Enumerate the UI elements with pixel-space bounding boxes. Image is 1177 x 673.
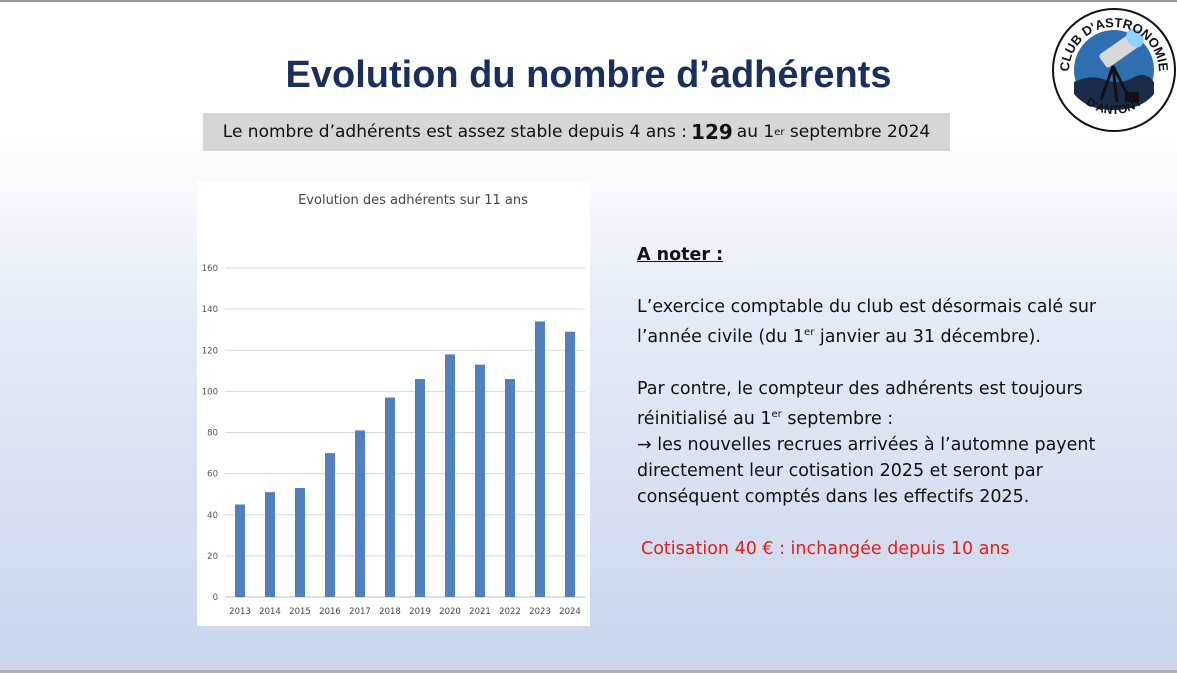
bar-2020 — [445, 354, 455, 597]
svg-text:D'ANTONY: D'ANTONY — [1084, 95, 1145, 118]
bar-2021 — [475, 364, 485, 597]
bar-2014 — [265, 492, 275, 597]
bar-2023 — [535, 321, 545, 597]
x-tick-label: 2022 — [499, 607, 521, 617]
logo-text-bottom: D'ANTONY — [1084, 95, 1145, 118]
notes-p1-sup: er — [804, 327, 815, 338]
bar-2018 — [385, 397, 395, 597]
y-tick-label: 20 — [207, 552, 218, 562]
members-bar-chart: Evolution des adhérents sur 11 ans 0 20 40… — [202, 193, 585, 617]
x-tick-label: 2016 — [319, 607, 341, 617]
notes-p2-c: les nouvelles recrues arrivées à l’autom… — [637, 434, 1096, 507]
subtitle-highlight-count: 129 — [691, 120, 733, 144]
notes-p1-b: janvier au 31 décembre). — [819, 326, 1041, 347]
chart-gridlines — [225, 267, 585, 598]
notes-p2-a: Par contre, le compteur des adhérents es… — [637, 378, 1083, 429]
subtitle-text-after-suffix: septembre 2024 — [789, 122, 931, 142]
x-tick-label: 2015 — [289, 607, 311, 617]
bar-2024 — [565, 331, 575, 597]
bar-2013 — [235, 504, 245, 597]
y-tick-label: 60 — [207, 470, 218, 480]
bar-2022 — [505, 379, 515, 597]
notes-paragraph-fiscal-year: L’exercice comptable du club est désorma… — [637, 294, 1127, 350]
club-logo: CLUB D'ASTRONOMIE D'ANTONY — [1051, 4, 1177, 134]
notes-p2-sup: er — [771, 408, 782, 420]
subtitle-sup: er — [774, 126, 785, 138]
notes-paragraph-counter: Par contre, le compteur des adhérents es… — [637, 376, 1127, 510]
x-tick-label: 2017 — [349, 607, 371, 617]
chart-panel: Evolution des adhérents sur 11 ans 0 20 40… — [197, 181, 590, 626]
notes-p2-b: septembre : — [787, 408, 894, 429]
slide-title: Evolution du nombre d’adhérents — [285, 54, 892, 96]
subtitle-text-after-prefix: au 1 — [736, 122, 775, 142]
x-tick-label: 2013 — [229, 607, 251, 617]
x-tick-label: 2023 — [529, 607, 551, 617]
x-tick-label: 2014 — [259, 607, 281, 617]
bar-2015 — [295, 488, 305, 597]
bar-2019 — [415, 379, 425, 597]
y-tick-label: 140 — [202, 305, 218, 315]
notes-p1-a: L’exercice comptable du club est désorma… — [637, 297, 1097, 347]
y-tick-label: 120 — [202, 346, 218, 356]
y-tick-label: 80 — [207, 429, 218, 439]
chart-bars — [235, 321, 575, 597]
x-tick-label: 2019 — [409, 607, 431, 617]
club-logo-graphic: CLUB D'ASTRONOMIE D'ANTONY — [1052, 8, 1176, 132]
chart-y-ticks: 0 20 40 60 80 100 120 140 160 — [202, 264, 218, 603]
x-tick-label: 2020 — [439, 607, 461, 617]
chart-x-ticks: 2013 2014 2015 2016 2017 2018 2019 2020 2021 2022… — [229, 607, 581, 617]
notes-panel: A noter : L’exercice comptable du club e… — [637, 242, 1127, 562]
y-tick-label: 100 — [202, 387, 218, 397]
x-tick-label: 2024 — [559, 607, 581, 617]
notes-heading: A noter : — [637, 245, 724, 265]
bar-2016 — [325, 453, 335, 597]
x-tick-label: 2018 — [379, 607, 401, 617]
subtitle-banner: Le nombre d’adhérents est assez stable d… — [203, 113, 950, 151]
telescope-icon — [1099, 28, 1144, 103]
cotisation-note: Cotisation 40 € : inchangée depuis 10 an… — [641, 538, 1010, 559]
y-tick-label: 160 — [202, 264, 218, 274]
chart-title: Evolution des adhérents sur 11 ans — [298, 193, 528, 208]
y-tick-label: 40 — [207, 511, 218, 521]
subtitle-text-before: Le nombre d’adhérents est assez stable d… — [222, 122, 688, 142]
arrow-icon: → — [637, 434, 652, 455]
bar-2017 — [355, 430, 365, 597]
x-tick-label: 2021 — [469, 607, 491, 617]
y-tick-label: 0 — [213, 593, 218, 603]
